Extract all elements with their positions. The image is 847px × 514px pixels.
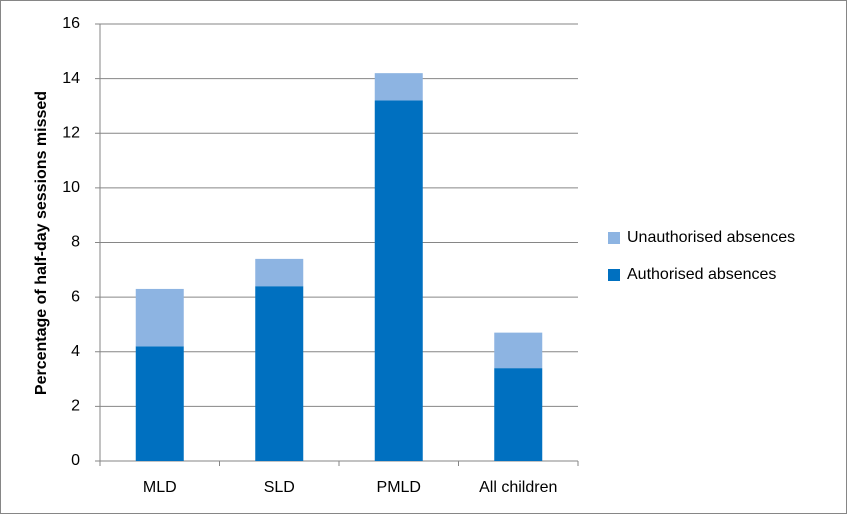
y-tick-label: 14 bbox=[62, 70, 80, 87]
bar-segment bbox=[135, 288, 184, 347]
bar-segment bbox=[255, 258, 304, 287]
legend-label: Authorised absences bbox=[627, 266, 776, 283]
bar-segment bbox=[374, 73, 423, 101]
legend-swatch bbox=[608, 269, 620, 281]
y-tick-label: 8 bbox=[71, 234, 80, 251]
y-tick-label: 4 bbox=[71, 343, 80, 360]
x-tick-label: PMLD bbox=[377, 479, 421, 496]
legend-swatch bbox=[608, 232, 620, 244]
y-tick-label: 12 bbox=[62, 124, 80, 141]
legend-label: Unauthorised absences bbox=[627, 229, 795, 246]
bar-segment bbox=[135, 346, 184, 461]
x-tick-label: All children bbox=[479, 479, 557, 496]
x-tick-label: MLD bbox=[143, 479, 177, 496]
y-tick-label: 6 bbox=[71, 288, 80, 305]
bar-segment bbox=[374, 100, 423, 461]
y-tick-label: 16 bbox=[62, 15, 80, 32]
bar-segment bbox=[494, 332, 543, 369]
y-tick-label: 2 bbox=[71, 398, 80, 415]
y-axis-label: Percentage of half-day sessions missed bbox=[33, 91, 50, 395]
y-tick-label: 10 bbox=[62, 179, 80, 196]
bar-segment bbox=[255, 286, 304, 461]
x-tick-label: SLD bbox=[264, 479, 295, 496]
bar-segment bbox=[494, 368, 543, 461]
y-tick-label: 0 bbox=[71, 452, 80, 469]
